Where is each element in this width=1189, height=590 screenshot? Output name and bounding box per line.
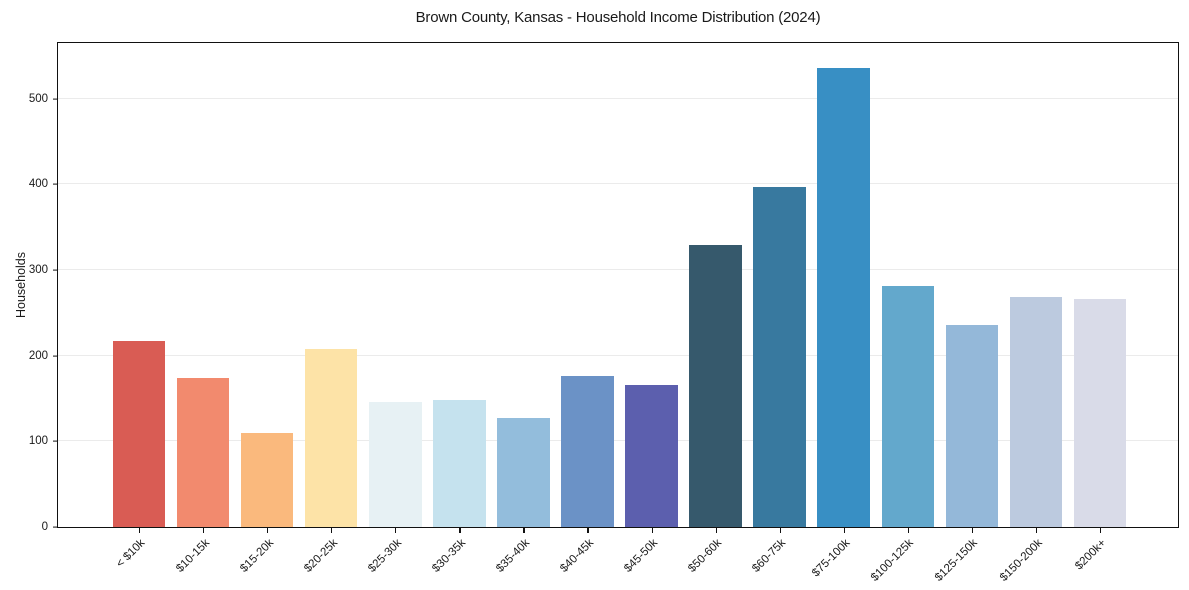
x-tick-mark bbox=[267, 528, 269, 533]
bar-$15-20k bbox=[240, 432, 294, 527]
bar-< $10k bbox=[112, 341, 166, 527]
category-slot: $200k+ bbox=[1068, 43, 1132, 572]
x-tick-label: $20-25k bbox=[301, 537, 340, 575]
x-tick-label: $125-150k bbox=[933, 537, 981, 584]
x-tick-mark bbox=[395, 528, 397, 533]
x-tick-mark bbox=[523, 528, 525, 533]
y-tick-mark-0 bbox=[53, 526, 58, 528]
bar-$10-15k bbox=[176, 377, 230, 527]
x-tick-label: $45-50k bbox=[622, 537, 661, 575]
bar-$150-200k bbox=[1009, 296, 1063, 527]
x-tick-mark bbox=[971, 528, 974, 533]
bar-$25-30k bbox=[369, 401, 422, 527]
category-slot: $150-200k bbox=[997, 43, 1068, 584]
gridline-100 bbox=[58, 440, 1178, 442]
x-tick-label: $25-30k bbox=[365, 537, 404, 575]
bar-$200k+ bbox=[1073, 299, 1127, 527]
x-tick-label: $10-15k bbox=[173, 537, 212, 575]
plot-area: 0 100 200 300 400 500 < $10k $10-15k $15-20k $20… bbox=[29, 42, 1179, 584]
y-tick-mark-100 bbox=[53, 440, 58, 442]
bar-$60-75k bbox=[753, 186, 806, 527]
gridline-200 bbox=[58, 354, 1178, 356]
category-slot: $50-60k bbox=[684, 43, 748, 575]
y-tick-mark-400 bbox=[53, 183, 58, 185]
x-tick-mark bbox=[715, 528, 717, 533]
x-tick-mark bbox=[651, 528, 653, 533]
y-tick-mark-200 bbox=[53, 355, 58, 357]
gridline-400 bbox=[58, 183, 1178, 185]
x-tick-mark bbox=[843, 528, 845, 533]
bar-$40-45k bbox=[561, 376, 614, 527]
category-slot: $125-150k bbox=[933, 43, 1004, 584]
y-tick-label-100: 100 bbox=[28, 435, 48, 448]
x-tick-mark bbox=[331, 528, 333, 533]
y-tick-label-300: 300 bbox=[28, 264, 48, 277]
x-tick-mark bbox=[139, 528, 141, 533]
gridline-500 bbox=[58, 97, 1178, 99]
bar-$30-35k bbox=[433, 400, 486, 527]
bar-$125-150k bbox=[945, 324, 999, 527]
y-axis-label: Households bbox=[14, 251, 28, 319]
category-slot: $75-100k bbox=[810, 43, 876, 579]
x-tick-label: < $10k bbox=[114, 537, 148, 571]
category-slot: $35-40k bbox=[491, 43, 555, 575]
gridline-300 bbox=[58, 269, 1178, 271]
y-tick-label-500: 500 bbox=[28, 92, 48, 105]
chart-title: Brown County, Kansas - Household Income … bbox=[415, 9, 821, 26]
x-tick-mark bbox=[1099, 528, 1102, 533]
bar-$35-40k bbox=[497, 418, 550, 527]
bar-$75-100k bbox=[817, 67, 870, 527]
x-tick-mark bbox=[459, 528, 461, 533]
x-tick-mark bbox=[779, 528, 781, 533]
x-tick-label: $40-45k bbox=[558, 537, 596, 575]
bars-container: < $10k $10-15k $15-20k $20-25k $25-30k $30-35… bbox=[107, 43, 1132, 584]
x-tick-label: $60-75k bbox=[750, 537, 789, 575]
category-slot: $30-35k bbox=[427, 43, 491, 575]
category-slot: $45-50k bbox=[620, 43, 684, 575]
x-tick-mark bbox=[1035, 528, 1038, 533]
category-slot: $40-45k bbox=[555, 43, 619, 575]
category-slot: $25-30k bbox=[363, 43, 427, 575]
bar-$20-25k bbox=[304, 348, 358, 527]
x-tick-label: $30-35k bbox=[429, 537, 468, 575]
category-slot: $20-25k bbox=[299, 43, 363, 575]
y-tick-mark-500 bbox=[53, 98, 58, 100]
x-tick-label: $100-125k bbox=[869, 537, 917, 584]
category-slot: $100-125k bbox=[869, 43, 940, 584]
x-tick-label: $50-60k bbox=[686, 537, 725, 575]
category-slot: $60-75k bbox=[748, 43, 812, 575]
y-tick-label-0: 0 bbox=[41, 521, 48, 533]
x-tick-label: $150-200k bbox=[997, 537, 1045, 584]
x-tick-label: $200k+ bbox=[1073, 537, 1109, 573]
y-tick-label-200: 200 bbox=[28, 349, 48, 362]
y-tick-mark-300 bbox=[53, 269, 58, 271]
x-tick-mark bbox=[907, 528, 909, 533]
bar-$100-125k bbox=[881, 286, 935, 527]
x-tick-label: $15-20k bbox=[237, 537, 276, 575]
category-slot: < $10k bbox=[107, 43, 171, 570]
x-tick-mark bbox=[587, 528, 589, 533]
y-tick-label-400: 400 bbox=[28, 178, 48, 191]
category-slot: $10-15k bbox=[171, 43, 235, 575]
x-tick-mark bbox=[203, 528, 205, 533]
bar-$50-60k bbox=[689, 245, 742, 527]
bar-$45-50k bbox=[625, 384, 678, 527]
category-slot: $15-20k bbox=[235, 43, 299, 575]
x-tick-label: $75-100k bbox=[809, 537, 853, 580]
x-tick-label: $35-40k bbox=[494, 537, 532, 575]
